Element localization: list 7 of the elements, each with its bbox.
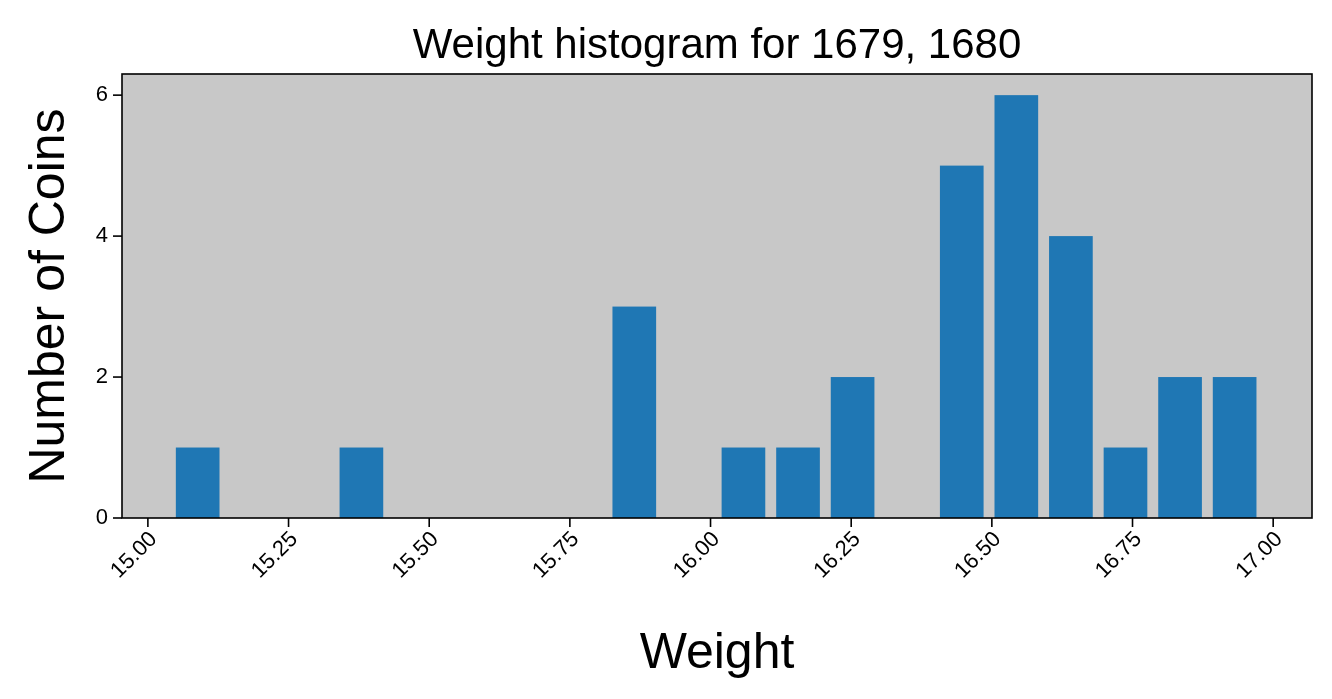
y-tick-label: 6: [95, 80, 108, 106]
chart-title: Weight histogram for 1679, 1680: [412, 20, 1022, 67]
y-tick-label: 4: [95, 221, 108, 247]
x-axis-title: Weight: [639, 623, 795, 679]
y-axis-title: Number of Coins: [19, 108, 75, 484]
y-tick-label: 2: [95, 362, 108, 388]
y-tick-label: 0: [95, 503, 108, 529]
